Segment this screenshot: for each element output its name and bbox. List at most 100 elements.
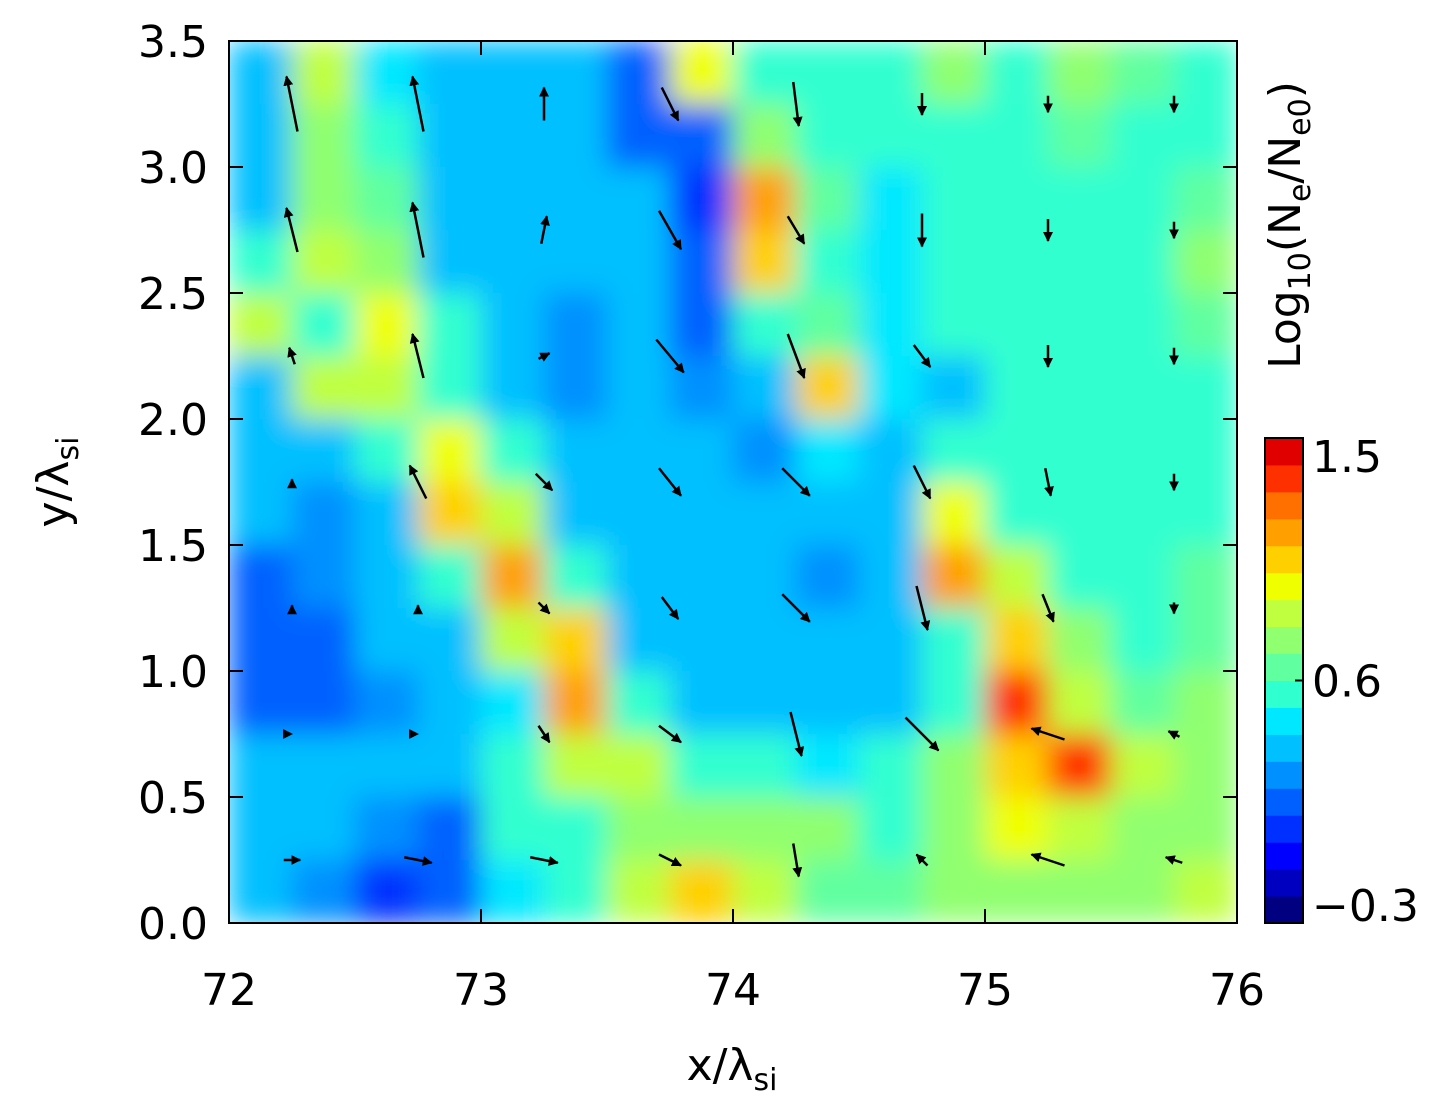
- cell: [1111, 671, 1175, 735]
- cell: [355, 356, 419, 420]
- cell: [1174, 41, 1237, 105]
- cell: [796, 545, 860, 609]
- cell: [607, 167, 671, 231]
- cell: [544, 734, 608, 798]
- cell: [292, 293, 356, 357]
- cell: [796, 293, 860, 357]
- cell: [733, 41, 797, 105]
- vector-arrow: [409, 201, 425, 258]
- cell: [796, 734, 860, 798]
- cell: [355, 608, 419, 672]
- cell: [1111, 104, 1175, 168]
- vector-arrow: [915, 853, 929, 867]
- cell: [544, 356, 608, 420]
- cell: [922, 293, 986, 357]
- cell: [292, 356, 356, 420]
- cell: [922, 356, 986, 420]
- cell: [481, 860, 545, 923]
- cell: [229, 104, 293, 168]
- colorbar-band: [1265, 572, 1303, 601]
- vector-arrow: [1030, 852, 1065, 867]
- cell: [985, 167, 1049, 231]
- vector-arrow: [1030, 726, 1065, 741]
- cell: [670, 230, 734, 294]
- cell: [1174, 356, 1237, 420]
- cell: [670, 860, 734, 923]
- cell: [292, 41, 356, 105]
- cell: [985, 293, 1049, 357]
- cell: [481, 230, 545, 294]
- vector-arrow: [537, 725, 551, 744]
- cell: [1174, 167, 1237, 231]
- cell: [922, 608, 986, 672]
- cell: [1111, 860, 1175, 923]
- cell: [985, 104, 1049, 168]
- vector-arrow: [537, 352, 551, 362]
- cell: [418, 671, 482, 735]
- vector-arrow: [1041, 593, 1055, 623]
- cell: [796, 230, 860, 294]
- cell: [985, 797, 1049, 861]
- vector-arrow: [781, 467, 811, 497]
- cell: [607, 293, 671, 357]
- cell: [733, 356, 797, 420]
- cell: [418, 41, 482, 105]
- cell: [922, 545, 986, 609]
- cell: [985, 671, 1049, 735]
- cell: [481, 545, 545, 609]
- cell: [1174, 734, 1237, 798]
- cell: [1174, 482, 1237, 546]
- x-tick-label: 72: [201, 965, 257, 1016]
- colorbar-band: [1265, 518, 1303, 547]
- cell: [1048, 797, 1112, 861]
- vector-arrow: [915, 585, 931, 631]
- cell: [544, 545, 608, 609]
- cell: [229, 482, 293, 546]
- cell: [922, 797, 986, 861]
- cell: [481, 167, 545, 231]
- cell: [985, 608, 1049, 672]
- cell: [1111, 482, 1175, 546]
- cell: [670, 104, 734, 168]
- cell: [544, 230, 608, 294]
- cell: [418, 419, 482, 483]
- cell: [355, 167, 419, 231]
- cell: [1174, 671, 1237, 735]
- cell: [670, 671, 734, 735]
- cell: [1111, 230, 1175, 294]
- colorbar-band: [1265, 788, 1303, 816]
- colorbar: 1.5 0.6 −0.3: [1264, 432, 1419, 932]
- cell: [607, 797, 671, 861]
- cell: [229, 608, 293, 672]
- cell: [1048, 230, 1112, 294]
- cell: [985, 860, 1049, 923]
- cell: [670, 419, 734, 483]
- cell: [418, 104, 482, 168]
- cell: [481, 41, 545, 105]
- cell: [418, 608, 482, 672]
- cell: [922, 230, 986, 294]
- label-text: /N: [1260, 136, 1311, 184]
- cell: [670, 482, 734, 546]
- x-tick-label: 73: [453, 965, 509, 1016]
- y-tick-label: 2.0: [138, 395, 208, 446]
- cell: [859, 104, 923, 168]
- cell: [670, 734, 734, 798]
- colorbar-band: [1265, 626, 1303, 655]
- cell: [670, 545, 734, 609]
- cell: [292, 419, 356, 483]
- vector-arrow: [1044, 468, 1054, 497]
- cell: [544, 797, 608, 861]
- cell: [229, 293, 293, 357]
- cell: [1111, 293, 1175, 357]
- cell: [670, 797, 734, 861]
- vector-arrow: [660, 596, 680, 620]
- cell: [355, 545, 419, 609]
- cell: [292, 734, 356, 798]
- cell: [922, 167, 986, 231]
- vector-arrow: [540, 215, 550, 244]
- cell: [607, 734, 671, 798]
- vector-arrow: [534, 472, 554, 492]
- cell: [418, 860, 482, 923]
- cell: [1048, 167, 1112, 231]
